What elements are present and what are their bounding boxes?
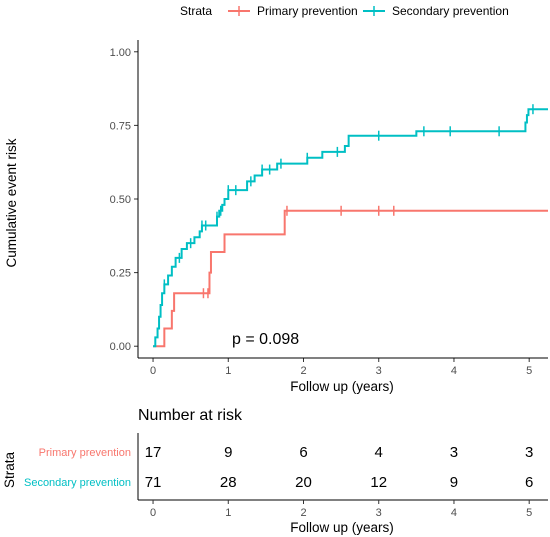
- risk-x-tick-label: 2: [300, 507, 306, 519]
- legend: Strata Primary prevention Secondary prev…: [180, 4, 509, 18]
- risk-table-cells: 17 9 6 4 3 3 71 28 20 12 9 6: [145, 444, 534, 491]
- x-tick-label: 5: [526, 365, 532, 377]
- risk-x-tick-label: 3: [376, 507, 382, 519]
- x-tick-label: 1: [225, 365, 231, 377]
- y-tick-label: 0.50: [110, 194, 131, 206]
- legend-title: Strata: [180, 4, 212, 18]
- legend-item-secondary: Secondary prevention: [363, 4, 509, 18]
- risk-cell: 6: [525, 474, 533, 491]
- x-tick-label: 2: [300, 365, 306, 377]
- y-axis-title: Cumulative event risk: [4, 138, 19, 267]
- x-tick-label: 0: [150, 365, 156, 377]
- p-value-annotation: p = 0.098: [232, 331, 299, 348]
- y-tick-label: 0.00: [110, 341, 131, 353]
- y-tick-label: 0.75: [110, 120, 131, 132]
- legend-item-primary: Primary prevention: [228, 4, 358, 18]
- risk-cell: 3: [525, 444, 533, 461]
- curve-primary: [153, 209, 548, 348]
- risk-table-x-title: Follow up (years): [290, 520, 394, 535]
- y-tick-label: 0.25: [110, 268, 131, 280]
- risk-cell: 3: [450, 444, 458, 461]
- x-tick-label: 3: [376, 365, 382, 377]
- risk-x-tick-label: 5: [526, 507, 532, 519]
- risk-table-y-title: Strata: [2, 452, 17, 489]
- legend-label-secondary: Secondary prevention: [392, 4, 509, 18]
- risk-row-label-secondary: Secondary prevention: [24, 477, 131, 489]
- plot-area: Cumulative event risk 0.00 0.25 0.50 0.75 1.…: [4, 40, 548, 394]
- risk-x-tick-label: 1: [225, 507, 231, 519]
- risk-cell: 4: [375, 444, 383, 461]
- y-tick-label: 1.00: [110, 47, 131, 59]
- risk-table-x-ticks: 0 1 2 3 4 5: [150, 500, 532, 519]
- risk-cell: 6: [299, 444, 307, 461]
- risk-cell: 28: [220, 474, 237, 491]
- risk-cell: 9: [224, 444, 232, 461]
- curve-secondary: [153, 108, 548, 348]
- y-axis-ticks: 0.00 0.25 0.50 0.75 1.00: [110, 47, 138, 353]
- x-tick-label: 4: [451, 365, 457, 377]
- legend-label-primary: Primary prevention: [257, 4, 358, 18]
- risk-cell: 9: [450, 474, 458, 491]
- risk-cell: 20: [295, 474, 312, 491]
- x-axis-title: Follow up (years): [290, 379, 394, 394]
- risk-row-label-primary: Primary prevention: [39, 447, 131, 459]
- risk-table: Number at risk Strata Primary prevention…: [2, 407, 548, 535]
- survival-curves: [153, 104, 548, 348]
- risk-cell: 71: [145, 474, 162, 491]
- risk-x-tick-label: 0: [150, 507, 156, 519]
- x-axis-ticks: 0 1 2 3 4 5: [150, 358, 532, 377]
- risk-cell: 12: [370, 474, 387, 491]
- risk-x-tick-label: 4: [451, 507, 457, 519]
- risk-table-title: Number at risk: [138, 407, 243, 424]
- risk-cell: 17: [145, 444, 162, 461]
